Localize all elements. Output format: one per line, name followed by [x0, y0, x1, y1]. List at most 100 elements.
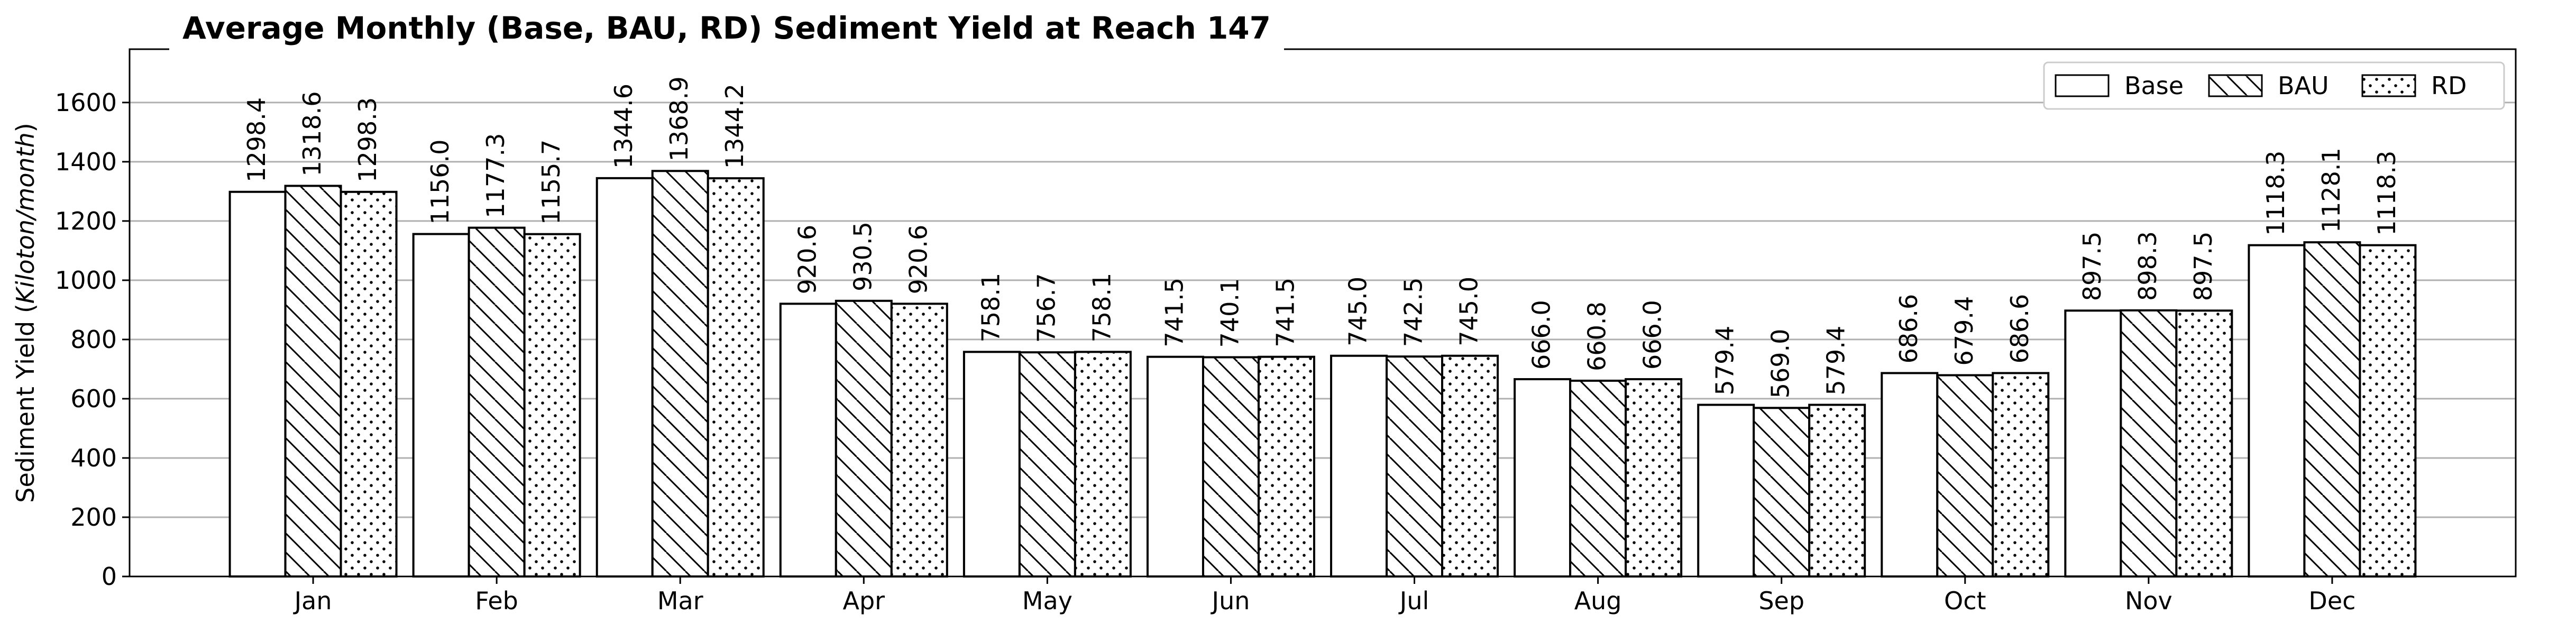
data-label: 1368.9 — [665, 76, 693, 161]
data-label: 666.0 — [1527, 300, 1556, 370]
y-tick-label: 1600 — [55, 88, 117, 117]
bar-base-apr — [779, 303, 837, 578]
data-label: 660.8 — [1583, 301, 1611, 371]
data-label: 1118.3 — [2261, 151, 2290, 236]
x-tick-label: Jul — [1398, 587, 1429, 615]
bar-base-mar — [595, 177, 654, 578]
data-label: 920.6 — [793, 225, 821, 295]
data-label: 741.5 — [1160, 278, 1188, 347]
data-label: 686.6 — [2005, 294, 2034, 364]
bar-base-aug — [1514, 378, 1572, 578]
bar-bau-may — [1018, 351, 1076, 578]
data-label: 897.5 — [2078, 232, 2106, 301]
x-tick-label: Dec — [2308, 587, 2355, 615]
data-label: 1344.2 — [720, 84, 749, 169]
bar-base-feb — [412, 233, 470, 578]
bar-bau-aug — [1569, 379, 1627, 578]
bar-base-sep — [1697, 404, 1755, 578]
bar-rd-apr — [890, 303, 948, 578]
data-label: 898.3 — [2133, 231, 2162, 301]
bar-rd-aug — [1625, 378, 1683, 578]
bar-rd-may — [1074, 351, 1132, 578]
data-label: 1298.3 — [353, 97, 382, 182]
y-tick-label: 400 — [70, 444, 117, 472]
y-tick-label: 200 — [70, 503, 117, 532]
x-tick-label: Oct — [1944, 587, 1986, 615]
axes: 0 200 400 600 800 1000 1200 1400 1600 Jan Feb Mar Ap… — [55, 48, 2517, 615]
data-label: 579.4 — [1822, 326, 1850, 396]
bar-bau-apr — [835, 299, 893, 578]
data-label: 679.4 — [1950, 296, 1978, 366]
bar-rd-oct — [1992, 372, 2050, 578]
legend-label-bau: BAU — [2278, 71, 2329, 100]
data-label: 1156.0 — [426, 140, 454, 225]
bar-base-jun — [1146, 355, 1204, 578]
legend-swatch-rd — [2361, 74, 2416, 97]
y-axis-label-unit: Kiloton/month — [11, 132, 40, 304]
data-label: 745.0 — [1455, 277, 1483, 346]
bar-rd-jul — [1441, 354, 1499, 578]
bar-rd-feb — [523, 233, 581, 578]
bar-bau-jun — [1202, 356, 1260, 578]
bar-bau-dec — [2303, 241, 2361, 578]
x-tick-label: Jan — [293, 587, 332, 615]
legend-swatch-base — [2055, 74, 2110, 97]
data-label: 666.0 — [1638, 300, 1667, 370]
x-tick-label: Feb — [475, 587, 518, 615]
data-label: 1298.4 — [242, 97, 271, 182]
bar-bau-mar — [651, 170, 709, 578]
bar-rd-jun — [1257, 355, 1315, 578]
data-label: 1128.1 — [2317, 148, 2345, 233]
x-tick-label: Jun — [1211, 587, 1250, 615]
y-tick-label: 1400 — [55, 148, 117, 176]
bar-base-jul — [1330, 354, 1388, 578]
y-axis-label: Sediment Yield (Kiloton/month) — [11, 123, 40, 502]
data-label: 758.1 — [1087, 273, 1116, 343]
x-tick-label: Mar — [657, 587, 703, 615]
legend-box — [2043, 61, 2505, 110]
chart-title: Average Monthly (Base, BAU, RD) Sediment… — [182, 10, 1271, 46]
data-label: 740.1 — [1215, 278, 1244, 348]
y-tick-label: 1200 — [55, 207, 117, 235]
x-tick-label: Aug — [1574, 587, 1622, 615]
value-labels: 1298.4 1318.6 1298.3 1156.0 1177.3 1155.7 1344… — [242, 76, 2401, 398]
bar-bau-nov — [2120, 309, 2178, 578]
bar-bau-sep — [1753, 407, 1811, 578]
x-tick-label: Nov — [2125, 587, 2172, 615]
bar-base-oct — [1881, 372, 1939, 578]
data-label: 569.0 — [1766, 329, 1795, 399]
bar-rd-dec — [2359, 244, 2417, 578]
x-tick-label: Sep — [1758, 587, 1804, 615]
data-label: 1177.3 — [481, 133, 510, 218]
data-label: 930.5 — [848, 222, 877, 291]
legend-swatch-bau — [2208, 74, 2263, 97]
bar-base-dec — [2248, 244, 2306, 578]
y-tick-label: 600 — [70, 384, 117, 413]
bars — [228, 170, 2417, 578]
y-axis-label-close: ) — [11, 123, 40, 132]
bar-rd-jan — [340, 190, 398, 578]
data-label: 741.5 — [1271, 278, 1299, 347]
title-background — [169, 5, 1285, 58]
legend-label-base: Base — [2124, 71, 2184, 100]
bar-base-jan — [228, 190, 287, 578]
bar-rd-nov — [2175, 309, 2233, 578]
bar-bau-jul — [1386, 355, 1444, 578]
y-axis-label-main: Sediment Yield ( — [11, 304, 40, 503]
bar-rd-sep — [1808, 404, 1866, 578]
data-label: 686.6 — [1894, 294, 1923, 364]
data-label: 742.5 — [1399, 277, 1428, 347]
data-label: 758.1 — [976, 273, 1005, 343]
data-label: 1344.6 — [609, 84, 638, 169]
data-label: 745.0 — [1344, 277, 1372, 346]
data-label: 920.6 — [904, 225, 932, 295]
bar-bau-jan — [284, 185, 342, 578]
data-label: 1155.7 — [537, 140, 565, 225]
y-tick-label: 1000 — [55, 266, 117, 295]
data-label: 897.5 — [2189, 232, 2217, 301]
legend: Base BAU RD — [2043, 61, 2505, 110]
bar-base-may — [962, 351, 1021, 578]
data-label: 756.7 — [1032, 273, 1060, 343]
x-tick-label: May — [1022, 587, 1072, 615]
